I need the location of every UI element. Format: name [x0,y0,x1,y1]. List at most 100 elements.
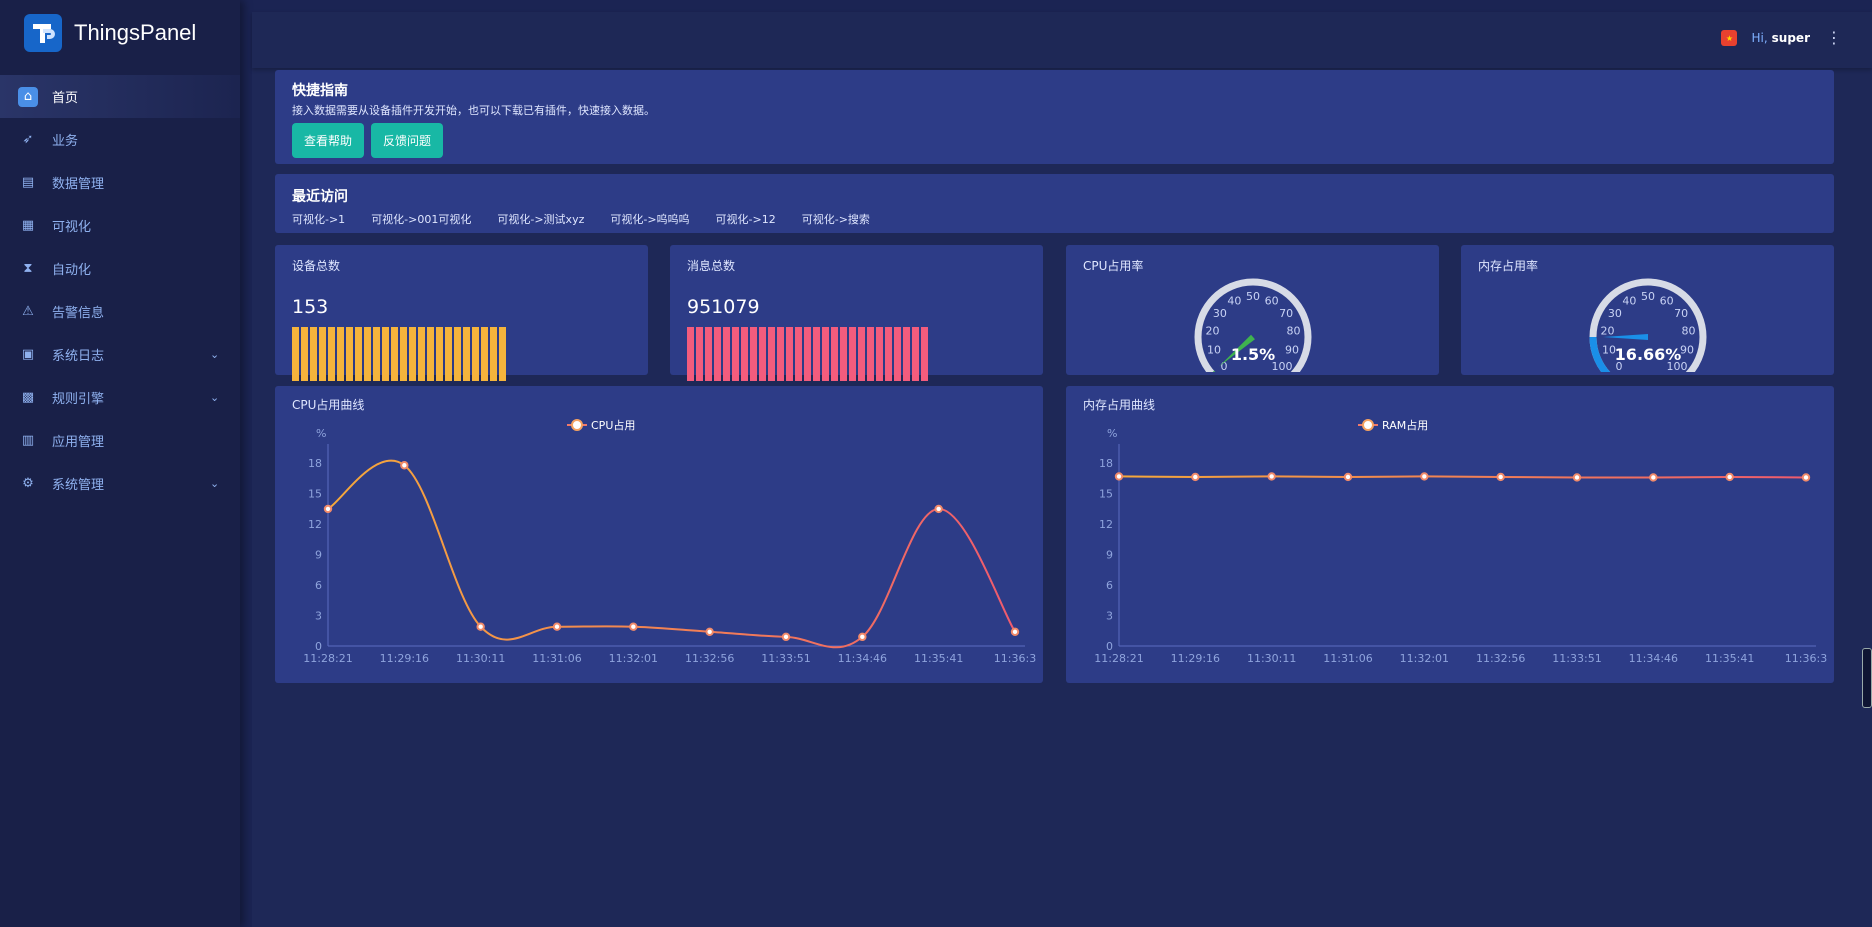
sidebar-item-4[interactable]: ⧗ 自动化 [0,247,240,290]
bar-segment [463,327,470,381]
memory-curve-title: 内存占用曲线 [1083,398,1156,412]
bar-segment [777,327,784,381]
recent-link[interactable]: 可视化->呜呜呜 [610,213,690,226]
bar-segment [840,327,847,381]
x-tick-label: 11:33:51 [761,652,810,665]
x-tick-label: 11:31:06 [1323,652,1372,665]
sidebar-item-label: 可视化 [52,220,92,235]
y-tick-label: 9 [1106,549,1113,562]
user-menu[interactable]: ★ Hi, super ⋮ [1721,30,1842,46]
gauge-tick-label: 30 [1608,307,1622,320]
sidebar-item-label: 告警信息 [52,306,105,321]
sidebar-item-3[interactable]: ▦ 可视化 [0,204,240,247]
bar-segment [921,327,928,381]
bar-segment [454,327,461,381]
feedback-button[interactable]: 反馈问题 [371,123,444,158]
bar-segment [903,327,910,381]
x-tick-label: 11:32:01 [1400,652,1449,665]
x-tick-label: 11:29:16 [380,652,429,665]
legend-label: CPU占用 [591,418,635,432]
sidebar-item-label: 自动化 [52,263,92,278]
basket-icon: ▥ [21,433,35,448]
bar-segment [472,327,479,381]
gauge-tick-label: 20 [1601,325,1615,338]
bar-segment [750,327,757,381]
cpu-curve-chart: CPU占用% 0 3 6 9 12 15 18 11:28:21 11:29:16 11:30:11… [303,418,1036,665]
recent-link[interactable]: 可视化->001可视化 [371,213,472,226]
view-help-button[interactable]: 查看帮助 [292,123,365,158]
brand[interactable]: ThingsPanel [0,0,240,66]
x-tick-label: 11:36:3 [1785,652,1827,665]
bar-segment [804,327,811,381]
x-tick-label: 11:30:11 [456,652,505,665]
data-point [1420,472,1429,481]
recent-link[interactable]: 可视化->搜索 [801,213,870,226]
sidebar-item-7[interactable]: ▩ 规则引擎 ⌄ [0,376,240,419]
sidebar-item-1[interactable]: ➶ 业务 [0,118,240,161]
bar-segment [364,327,371,381]
bar-segment [741,327,748,381]
bar-segment [876,327,883,381]
bar-segment [813,327,820,381]
bar-segment [912,327,919,381]
recent-link[interactable]: 可视化->测试xyz [497,213,585,226]
x-tick-label: 11:33:51 [1552,652,1601,665]
data-point [1267,472,1276,481]
sidebar-item-9[interactable]: ⚙ 系统管理 ⌄ [0,462,240,505]
gauge-tick-label: 0 [1616,360,1623,372]
sidebar-item-8[interactable]: ▥ 应用管理 [0,419,240,462]
message-count-value: 951079 [687,296,760,318]
gauge-tick-label: 30 [1213,307,1227,320]
y-tick-label: 12 [1099,518,1113,531]
bar-segment [418,327,425,381]
chevron-down-icon[interactable]: ⌄ [210,348,220,361]
bar-segment [687,327,694,381]
device-count-value: 153 [292,296,329,318]
bar-segment [292,327,299,381]
gauge-tick-label: 50 [1246,290,1260,303]
recent-link[interactable]: 可视化->1 [292,213,346,226]
chevron-down-icon[interactable]: ⌄ [210,391,220,404]
log-icon: ▣ [21,347,35,362]
sidebar-item-5[interactable]: ⚠ 告警信息 [0,290,240,333]
gauge-tick-label: 90 [1285,344,1299,357]
data-point [552,622,562,631]
sidebar-item-0[interactable]: ⌂ 首页 [0,75,240,118]
gauge-tick-label: 70 [1279,307,1293,320]
chevron-down-icon[interactable]: ⌄ [210,477,220,490]
data-point [323,504,333,514]
bar-segment [355,327,362,381]
gauge-tick-label: 100 [1666,360,1687,372]
gauge-tick-label: 10 [1207,344,1221,357]
scrollbar[interactable] [1862,648,1872,708]
legend-marker [571,419,583,431]
data-point [476,622,485,631]
language-flag-icon[interactable]: ★ [1721,30,1738,46]
recent-link[interactable]: 可视化->12 [715,213,776,226]
bar-segment [759,327,766,381]
bar-segment [319,327,326,381]
bar-segment [436,327,443,381]
bar-segment [373,327,380,381]
x-tick-label: 11:34:46 [838,652,887,665]
gauge-tick-label: 80 [1286,325,1300,338]
gauge-tick-label: 70 [1674,307,1688,320]
gauge-tick-label: 60 [1660,294,1674,307]
more-options-icon[interactable]: ⋮ [1826,28,1842,47]
bar-segment [337,327,344,381]
y-axis-unit: % [316,427,326,440]
series-line [327,459,1016,649]
cpu-usage-card: CPU占用率 0 10 20 30 40 50 60 70 80 90 100 1.5% [1066,245,1439,375]
bar-segment [795,327,802,381]
y-tick-label: 6 [1106,579,1113,592]
data-point [1114,472,1124,481]
gauge-tick-label: 90 [1680,344,1694,357]
bar-segment [786,327,793,381]
brand-name: ThingsPanel [74,20,197,45]
hourglass-icon: ⧗ [23,261,33,276]
sidebar-item-6[interactable]: ▣ 系统日志 ⌄ [0,333,240,376]
username: super [1771,31,1810,45]
sidebar-item-2[interactable]: ▤ 数据管理 [0,161,240,204]
sidebar-menu: ⌂ 首页 ➶ 业务 ▤ 数据管理 ▦ 可视化 ⧗ 自动化 ⚠ 告警信息 ▣ 系统日志 ⌄ ▩ 规则引擎 ⌄ ▥ 应用管… [0,75,240,505]
